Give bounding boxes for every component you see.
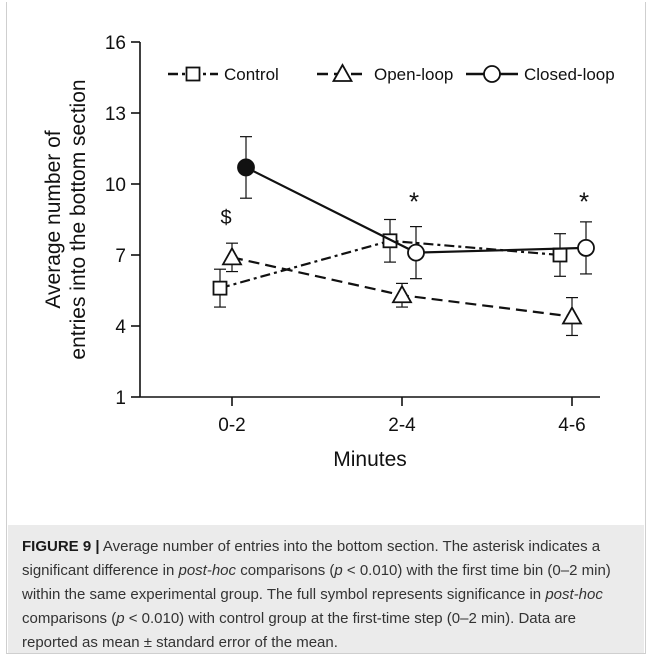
x-tick-label: 0-2 (218, 415, 245, 436)
caption-segment: comparisons ( (236, 562, 335, 579)
significance-marker: $ (220, 207, 231, 229)
data-point (237, 158, 255, 177)
caption-segment: < 0.010) with the first time bin (0–2 mi… (22, 562, 611, 603)
legend-item: Closed-loop (466, 65, 615, 84)
legend-label: Closed-loop (524, 65, 615, 84)
caption-segment: post-hoc (545, 586, 603, 603)
y-axis-title-line: entries into the bottom section (67, 79, 90, 359)
legend: Control Open-loop Closed-loop (168, 63, 615, 84)
data-point (391, 284, 413, 304)
y-tick-label: 1 (115, 388, 126, 409)
caption-body: Average number of entries into the botto… (22, 538, 611, 651)
data-point (212, 280, 228, 296)
legend-marker (185, 66, 201, 82)
significance-marker: * (579, 187, 589, 217)
legend-item: Control (168, 65, 279, 84)
legend-marker (483, 65, 501, 83)
data-point (561, 305, 583, 325)
data-point (552, 247, 568, 263)
x-axis-title: Minutes (333, 448, 407, 471)
y-tick-label: 10 (105, 175, 126, 196)
y-tick-label: 7 (115, 246, 126, 267)
series-layer (212, 136, 595, 337)
series-open-loop (221, 242, 583, 337)
data-point (577, 238, 595, 257)
data-point (407, 243, 425, 262)
y-tick-label: 13 (105, 104, 126, 125)
legend-label: Control (224, 65, 279, 84)
line-chart: 1 4 7 10 13 16 0-2 2-4 4-6 Minutes Average number … (42, 33, 615, 471)
significance-marker: * (409, 187, 419, 217)
figure-caption: FIGURE 9 | Average number of entries int… (8, 525, 644, 653)
x-tick-label: 2-4 (388, 415, 416, 436)
caption-segment: < 0.010) with control group at the first… (22, 610, 577, 651)
series-closed-loop (237, 136, 595, 280)
caption-segment: post-hoc (178, 562, 237, 579)
legend-marker (331, 63, 354, 82)
y-tick-label: 4 (115, 317, 126, 338)
annotations: $ * * (220, 187, 589, 230)
legend-label: Open-loop (374, 65, 453, 84)
axes: 1 4 7 10 13 16 0-2 2-4 4-6 Minutes Average number … (42, 33, 600, 471)
data-point (221, 246, 243, 266)
caption-segment: p (334, 562, 343, 579)
caption-segment: p (116, 610, 125, 627)
y-tick-label: 16 (105, 33, 126, 54)
y-axis-title-line: Average number of (42, 130, 65, 308)
caption-segment: comparisons ( (22, 610, 117, 627)
legend-item: Open-loop (317, 63, 453, 84)
y-axis-title: Average number ofentries into the bottom… (42, 79, 90, 359)
caption-label: FIGURE 9 | (22, 538, 100, 555)
caption-segment: Average number of entries into the botto… (22, 538, 601, 579)
x-tick-label: 4-6 (558, 415, 585, 436)
figure-frame (6, 2, 646, 654)
series-control (212, 218, 568, 308)
